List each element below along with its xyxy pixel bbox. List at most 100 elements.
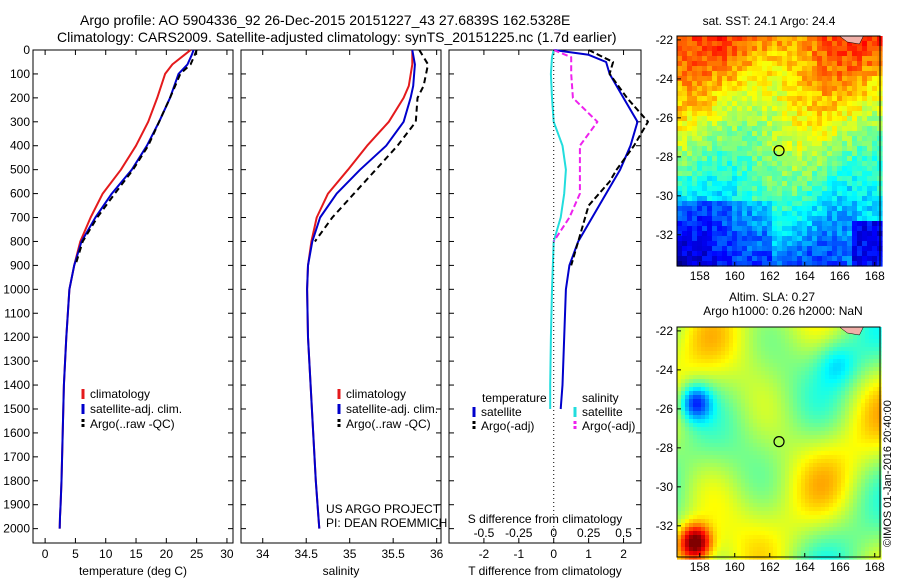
heatmap-cell: [861, 539, 866, 544]
heatmap-cell: [857, 126, 863, 132]
heatmap-cell: [689, 435, 694, 440]
heatmap-cell: [861, 367, 866, 372]
heatmap-cell: [805, 479, 810, 484]
heatmap-cell: [825, 507, 830, 512]
y-tick-label: 1800: [3, 474, 30, 488]
heatmap-cell: [702, 151, 708, 157]
heatmap-cell: [777, 86, 783, 92]
heatmap-cell: [797, 71, 803, 77]
heatmap-cell: [845, 339, 850, 344]
heatmap-cell: [701, 431, 706, 436]
heatmap-cell: [785, 327, 790, 332]
heatmap-cell: [821, 499, 826, 504]
heatmap-cell: [769, 403, 774, 408]
heatmap-cell: [753, 419, 758, 424]
heatmap-cell: [792, 136, 798, 142]
heatmap-cell: [842, 221, 848, 227]
heatmap-cell: [832, 66, 838, 72]
heatmap-cell: [721, 327, 726, 332]
heatmap-cell: [817, 419, 822, 424]
heatmap-cell: [837, 447, 842, 452]
heatmap-cell: [809, 503, 814, 508]
heatmap-cell: [685, 451, 690, 456]
heatmap-cell: [687, 176, 693, 182]
heatmap-cell: [862, 136, 868, 142]
heatmap-cell: [717, 483, 722, 488]
heatmap-cell: [822, 131, 828, 137]
heatmap-cell: [729, 539, 734, 544]
heatmap-cell: [761, 327, 766, 332]
heatmap-cell: [805, 423, 810, 428]
heatmap-cell: [727, 76, 733, 82]
heatmap-cell: [797, 171, 803, 177]
heatmap-cell: [833, 459, 838, 464]
heatmap-cell: [749, 547, 754, 552]
heatmap-cell: [702, 226, 708, 232]
heatmap-cell: [717, 166, 723, 172]
heatmap-cell: [821, 443, 826, 448]
heatmap-cell: [732, 216, 738, 222]
heatmap-cell: [717, 431, 722, 436]
heatmap-cell: [693, 419, 698, 424]
heatmap-cell: [702, 246, 708, 252]
heatmap-cell: [797, 201, 803, 207]
heatmap-cell: [682, 101, 688, 107]
y-tick-label: 200: [10, 91, 30, 105]
heatmap-cell: [877, 519, 882, 524]
heatmap-cell: [845, 519, 850, 524]
heatmap-cell: [787, 141, 793, 147]
heatmap-cell: [821, 331, 826, 336]
heatmap-cell: [857, 543, 862, 548]
heatmap-cell: [707, 176, 713, 182]
heatmap-cell: [792, 106, 798, 112]
heatmap-cell: [677, 327, 682, 332]
heatmap-cell: [721, 411, 726, 416]
heatmap-cell: [769, 443, 774, 448]
heatmap-cell: [829, 403, 834, 408]
heatmap-cell: [787, 206, 793, 212]
heatmap-cell: [805, 351, 810, 356]
heatmap-cell: [692, 221, 698, 227]
heatmap-cell: [789, 371, 794, 376]
heatmap-cell: [825, 367, 830, 372]
heatmap-cell: [872, 121, 878, 127]
heatmap-cell: [757, 467, 762, 472]
heatmap-cell: [697, 331, 702, 336]
heatmap-cell: [817, 161, 823, 167]
heatmap-cell: [722, 81, 728, 87]
heatmap-cell: [841, 347, 846, 352]
heatmap-cell: [773, 335, 778, 340]
heatmap-cell: [869, 539, 874, 544]
heatmap-cell: [829, 475, 834, 480]
heatmap-cell: [732, 231, 738, 237]
heatmap-cell: [857, 519, 862, 524]
heatmap-cell: [801, 507, 806, 512]
heatmap-cell: [713, 351, 718, 356]
heatmap-cell: [767, 86, 773, 92]
heatmap-cell: [747, 146, 753, 152]
heatmap-cell: [829, 451, 834, 456]
heatmap-cell: [797, 519, 802, 524]
heatmap-cell: [697, 531, 702, 536]
heatmap-cell: [785, 535, 790, 540]
heatmap-cell: [752, 166, 758, 172]
heatmap-cell: [853, 387, 858, 392]
heatmap-cell: [789, 443, 794, 448]
heatmap-cell: [802, 186, 808, 192]
heatmap-cell: [752, 56, 758, 62]
heatmap-cell: [745, 395, 750, 400]
heatmap-cell: [757, 111, 763, 117]
heatmap-cell: [733, 431, 738, 436]
heatmap-cell: [697, 86, 703, 92]
heatmap-cell: [793, 399, 798, 404]
heatmap-cell: [712, 176, 718, 182]
heatmap-cell: [697, 131, 703, 137]
heatmap-cell: [782, 106, 788, 112]
heatmap-cell: [713, 507, 718, 512]
heatmap-cell: [813, 363, 818, 368]
heatmap-cell: [697, 246, 703, 252]
heatmap-cell: [805, 439, 810, 444]
heatmap-cell: [857, 96, 863, 102]
heatmap-cell: [717, 415, 722, 420]
heatmap-cell: [687, 156, 693, 162]
